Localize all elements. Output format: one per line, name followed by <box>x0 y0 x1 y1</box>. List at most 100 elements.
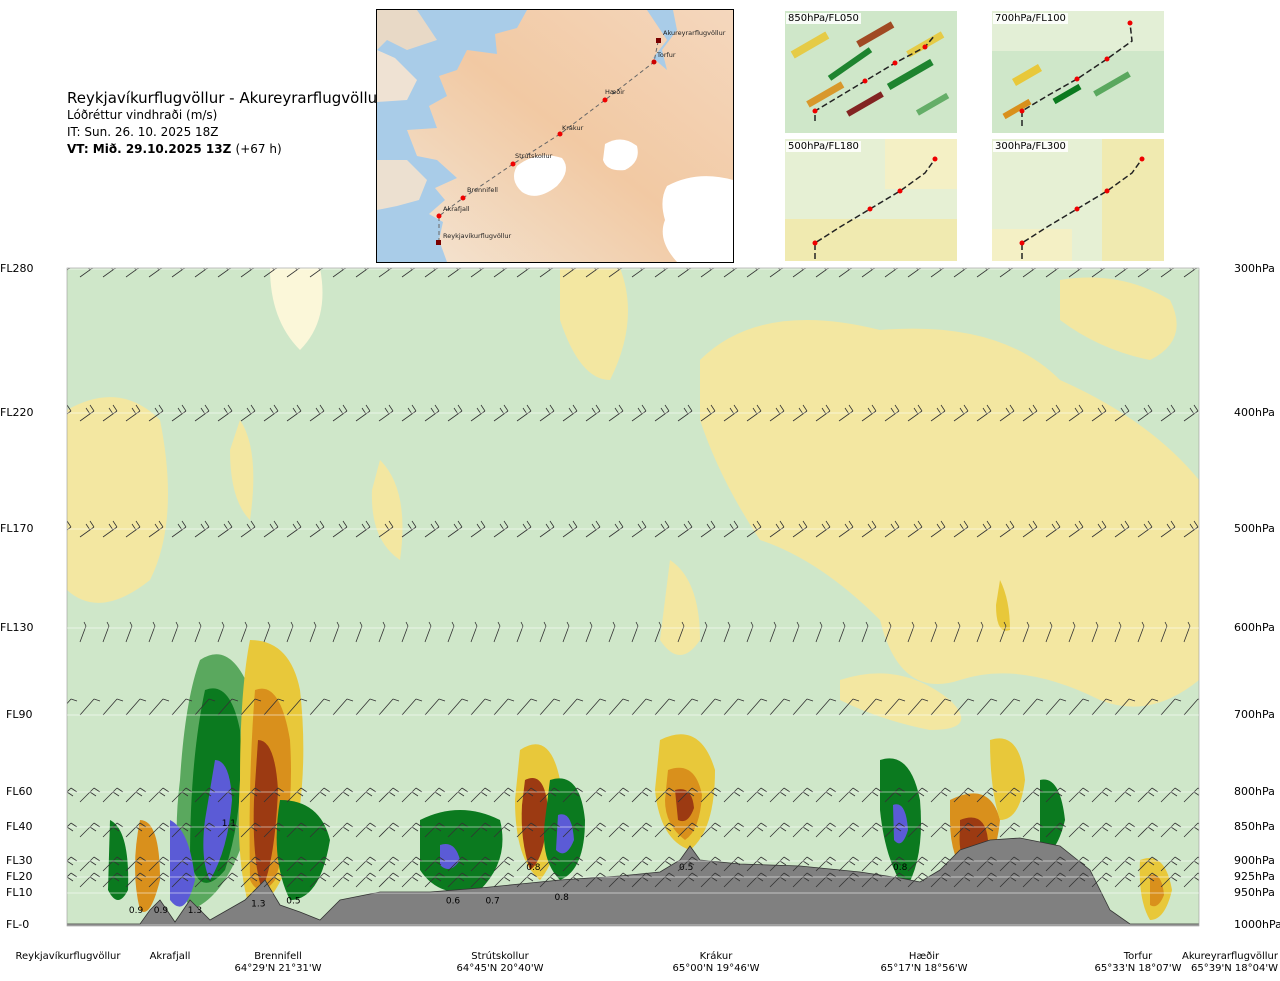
wind-barb <box>746 872 768 888</box>
wind-barb <box>723 872 745 888</box>
wind-barb <box>700 822 722 838</box>
wind-barb <box>79 822 101 838</box>
wind-barb <box>263 856 285 872</box>
wind-barb <box>1022 698 1044 716</box>
wind-barb <box>861 822 883 838</box>
map-label-1: Torfur <box>656 51 676 59</box>
wind-barb <box>585 856 607 872</box>
location-1: Akrafjall <box>110 951 230 963</box>
wind-barb <box>286 872 308 888</box>
wind-barb <box>470 856 492 872</box>
wind-barb <box>447 698 469 716</box>
wind-barb <box>125 698 147 716</box>
wind-barb <box>792 787 814 803</box>
wind-barb <box>286 621 294 643</box>
value-label-1: 0.9 <box>154 906 169 916</box>
lead-time: (+67 h) <box>235 142 282 156</box>
value-label-2: 1.3 <box>188 906 202 916</box>
wind-barb <box>148 822 170 838</box>
wind-barb <box>907 822 929 838</box>
location-0: Reykjavíkurflugvöllur <box>8 951 128 963</box>
wind-barb <box>470 872 492 888</box>
wind-barb <box>815 787 837 803</box>
location-coord-7: 65°39'N 18°04'W <box>1191 963 1278 974</box>
fl-label-3: FL130 <box>0 621 34 634</box>
thumb-500[interactable]: 500hPa/FL180 <box>785 139 957 261</box>
value-label-8: 0.8 <box>526 863 541 873</box>
wind-barb <box>1183 787 1199 803</box>
wind-barb <box>332 872 354 888</box>
wind-barb <box>263 698 285 716</box>
wind-barb <box>1183 856 1199 872</box>
wind-barb <box>999 872 1021 888</box>
wind-barb <box>148 872 170 888</box>
wind-barb <box>309 698 331 716</box>
wave-darkgreen-2 <box>108 820 129 900</box>
wind-barb <box>815 856 837 872</box>
wind-barb <box>194 872 216 888</box>
wind-barb <box>769 787 791 803</box>
wind-barb <box>861 698 883 716</box>
wind-barb <box>79 872 101 888</box>
wind-barb <box>953 856 975 872</box>
value-label-0: 0.9 <box>129 906 144 916</box>
wind-barb <box>102 787 124 803</box>
wind-barb <box>953 822 975 838</box>
wind-barb <box>746 822 768 838</box>
fl-label-2: FL170 <box>0 522 34 535</box>
wind-barb <box>194 787 216 803</box>
wind-barb <box>378 856 400 872</box>
thumb-500-canvas <box>785 139 957 261</box>
wind-barb <box>355 856 377 872</box>
wind-barb <box>792 621 800 643</box>
wind-barb <box>700 621 708 643</box>
wind-barb <box>1137 787 1159 803</box>
west-land <box>377 50 417 102</box>
wave-blue-3 <box>440 844 460 869</box>
thumb-700[interactable]: 700hPa/FL100 <box>992 11 1164 133</box>
wind-barb <box>585 787 607 803</box>
wind-barb <box>723 822 745 838</box>
wind-barb <box>976 787 998 803</box>
wind-barb <box>378 787 400 803</box>
wind-barb <box>1114 872 1136 888</box>
thumb-300[interactable]: 300hPa/FL300 <box>992 139 1164 261</box>
location-3: Strútskollur 64°45'N 20°40'W <box>440 951 560 975</box>
wind-barb <box>838 621 846 643</box>
wind-barb <box>263 872 285 888</box>
wind-barb <box>194 698 216 716</box>
thumb-850[interactable]: 850hPa/FL050 <box>785 11 957 133</box>
wind-barb <box>815 698 837 716</box>
fjord <box>647 10 677 70</box>
wind-barb <box>493 698 515 716</box>
wind-barb <box>470 787 492 803</box>
wind-barb <box>493 872 515 888</box>
map-label-5: Brennifell <box>467 186 498 194</box>
hpa-label-9: 950hPa <box>1234 886 1275 899</box>
location-name-4: Krákur <box>699 951 733 962</box>
wind-barb <box>562 698 584 716</box>
fl-label-1: FL220 <box>0 406 34 419</box>
wind-barb <box>309 787 331 803</box>
upper-patch-4 <box>560 268 628 380</box>
wind-barb <box>976 698 998 716</box>
wind-barb <box>240 856 262 872</box>
hpa-label-6: 850hPa <box>1234 820 1275 833</box>
wind-barb <box>677 698 699 716</box>
wind-barb <box>976 872 998 888</box>
wind-barb <box>930 856 952 872</box>
wind-barb <box>332 698 354 716</box>
wave-brown-3 <box>675 789 694 822</box>
value-label-5: 0.5 <box>286 896 300 906</box>
wind-barb <box>585 872 607 888</box>
wind-barb <box>125 872 147 888</box>
wind-barb <box>1068 822 1090 838</box>
wind-barb <box>631 856 653 872</box>
title-block: Reykjavíkurflugvöllur - Akureyrarflugvöl… <box>67 90 383 158</box>
wind-barb <box>79 856 101 872</box>
wind-barb <box>355 872 377 888</box>
wind-barb <box>171 822 193 838</box>
wind-barb <box>608 787 630 803</box>
hpa-label-2: 500hPa <box>1234 522 1275 535</box>
wind-barb <box>930 872 952 888</box>
